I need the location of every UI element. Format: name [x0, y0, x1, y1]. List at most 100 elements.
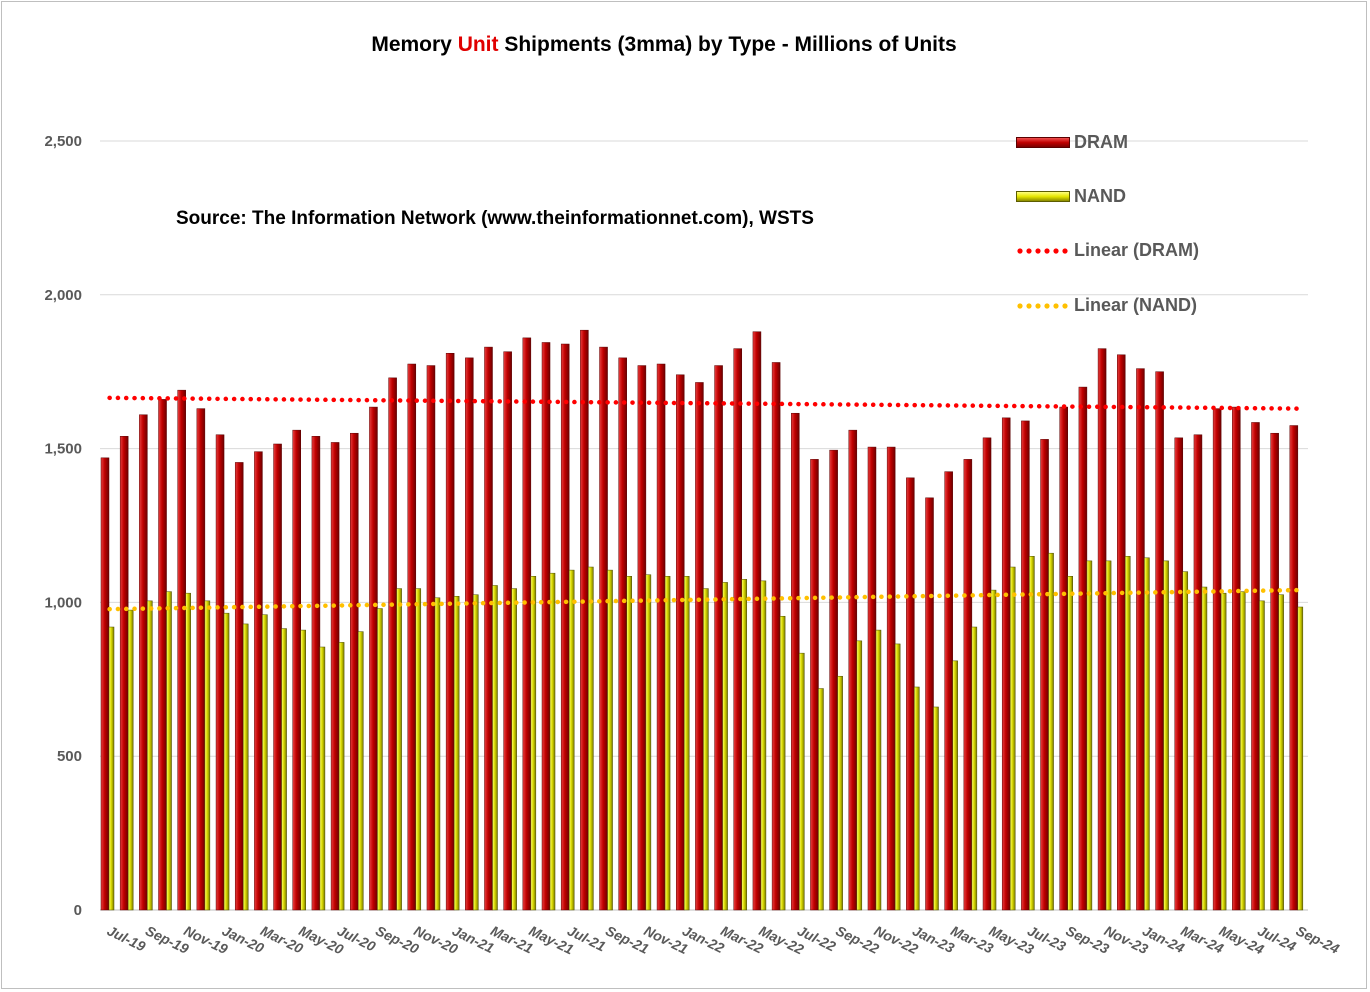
dram-bar-54 — [1136, 368, 1145, 911]
x-tick-label-Jul-19: Jul-19 — [105, 922, 149, 954]
dram-bar-4 — [177, 389, 186, 911]
title-highlight: Unit — [457, 33, 499, 56]
dram-bar-61 — [1270, 432, 1279, 911]
nand-bar-58 — [1220, 592, 1227, 911]
dram-bar-29 — [656, 363, 666, 911]
legend-linear-dram-label: Linear (DRAM) — [1074, 240, 1199, 260]
nand-bar-41 — [894, 643, 901, 911]
x-tick-label-Sep-22: Sep-22 — [833, 922, 881, 957]
nand-bar-40 — [875, 629, 882, 911]
dram-bar-8 — [254, 451, 263, 911]
dram-bar-59 — [1232, 406, 1241, 911]
trendline-nand — [107, 587, 1301, 612]
nand-bar-38 — [837, 675, 843, 911]
nand-bar-31 — [703, 588, 709, 911]
nand-bar-53 — [1125, 556, 1131, 911]
nand-bar-24 — [568, 569, 575, 911]
x-tick-label-Mar-20: Mar-20 — [258, 922, 306, 956]
dram-bar-6 — [215, 434, 225, 911]
x-tick-label-Mar-24: Mar-24 — [1178, 922, 1226, 956]
dram-bar-31 — [695, 382, 704, 911]
x-tick-label-Sep-24: Sep-24 — [1294, 922, 1342, 957]
dram-bar-41 — [886, 446, 896, 911]
x-tick-label-Mar-23: Mar-23 — [948, 922, 996, 956]
y-tick-label-500: 500 — [57, 748, 82, 765]
nand-bar-56 — [1182, 571, 1189, 911]
dram-bar-48 — [1021, 420, 1030, 911]
dram-bar-51 — [1078, 386, 1088, 911]
nand-bar-44 — [952, 660, 958, 911]
nand-bar-33 — [741, 579, 748, 911]
x-tick-label-Mar-21: Mar-21 — [488, 922, 536, 956]
nand-bar-48 — [1029, 556, 1035, 911]
nand-bar-2 — [147, 600, 153, 911]
nand-bar-62 — [1297, 606, 1304, 911]
dram-bar-32 — [714, 365, 723, 911]
nand-bar-9 — [281, 628, 287, 911]
dram-bar-37 — [810, 459, 819, 911]
legend-linear-nand-label: Linear (NAND) — [1074, 295, 1198, 315]
dram-bar-23 — [541, 342, 551, 911]
nand-bar-61 — [1278, 594, 1284, 911]
nand-bar-26 — [607, 569, 613, 911]
nand-bar-11 — [319, 646, 326, 911]
trendline-dram — [107, 395, 1301, 411]
dram-bar-52 — [1097, 348, 1107, 911]
nand-bar-39 — [856, 640, 863, 911]
nand-bar-18 — [453, 595, 460, 911]
legend-nand-swatch — [1016, 191, 1070, 202]
x-tick-label-Sep-21: Sep-21 — [603, 922, 651, 957]
nand-bar-42 — [914, 686, 920, 911]
nand-bar-35 — [779, 615, 786, 911]
dram-bar-34 — [752, 331, 762, 911]
nand-bar-60 — [1259, 600, 1265, 911]
dram-bar-9 — [273, 443, 282, 911]
y-tick-label-1500: 1,500 — [44, 441, 82, 458]
dram-bar-11 — [311, 436, 321, 911]
nand-bar-25 — [588, 566, 594, 911]
dram-bar-56 — [1174, 437, 1184, 911]
dram-bar-21 — [503, 351, 512, 911]
nand-bar-12 — [338, 642, 345, 911]
nand-bar-51 — [1086, 560, 1093, 911]
dram-bar-28 — [637, 365, 647, 911]
chart-title: Memory Unit Shipments (3mma) by Type - M… — [0, 33, 1328, 57]
nand-bar-4 — [185, 592, 191, 911]
nand-bar-28 — [645, 574, 652, 911]
y-tick-label-2000: 2,000 — [44, 287, 82, 304]
dram-bar-42 — [906, 477, 915, 911]
dram-bar-10 — [292, 429, 301, 911]
dram-bar-43 — [925, 497, 934, 911]
dram-bar-24 — [560, 343, 570, 911]
legend-linear-dram-swatch — [1017, 247, 1068, 254]
dram-bar-1 — [119, 436, 129, 911]
nand-bar-57 — [1201, 586, 1208, 911]
dram-bar-27 — [618, 357, 627, 911]
y-tick-label-2500: 2,500 — [44, 133, 82, 150]
nand-bar-13 — [358, 631, 364, 911]
dram-bar-58 — [1212, 408, 1222, 911]
dram-bar-15 — [388, 377, 397, 911]
dram-bar-17 — [426, 365, 436, 911]
x-tick-label-Jan-21: Jan-21 — [450, 922, 497, 956]
legend-nand-label: NAND — [1074, 186, 1126, 206]
title-part-3: Shipments (3mma) by Type - Millions of U… — [498, 33, 957, 56]
nand-bar-15 — [396, 588, 402, 911]
nand-bar-30 — [683, 576, 690, 911]
nand-bar-59 — [1240, 591, 1246, 911]
nand-bar-3 — [166, 591, 172, 911]
nand-bar-52 — [1105, 560, 1112, 911]
dram-bar-60 — [1251, 422, 1260, 911]
dram-bar-16 — [407, 363, 417, 911]
dram-bar-53 — [1117, 354, 1126, 911]
legend-linear-dram: Linear (DRAM) — [1016, 240, 1199, 261]
nand-bar-43 — [933, 706, 939, 911]
nand-bar-34 — [760, 580, 767, 911]
nand-bar-47 — [1009, 566, 1016, 911]
dram-bar-25 — [580, 329, 589, 911]
nand-bar-6 — [223, 612, 230, 911]
dram-bar-5 — [196, 408, 206, 911]
nand-bar-8 — [262, 614, 268, 911]
nand-bar-37 — [818, 688, 824, 911]
